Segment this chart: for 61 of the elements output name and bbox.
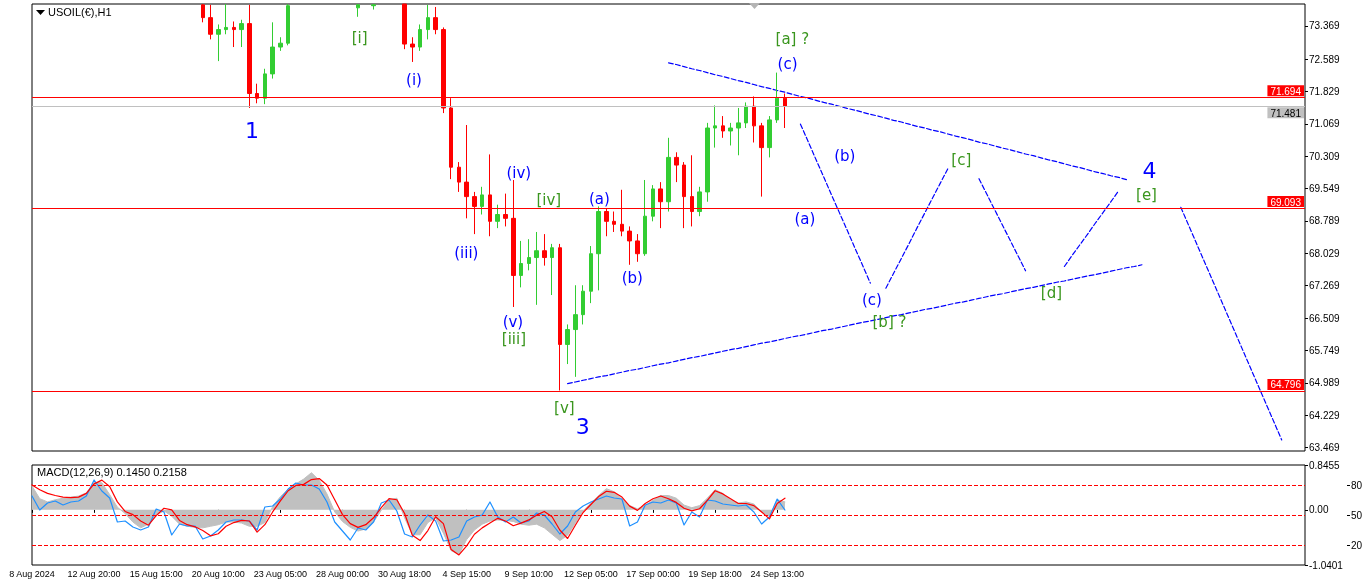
ref-line-label: 71.481 (1270, 107, 1302, 119)
y-tick-label: 71.829 (1309, 85, 1341, 97)
chart-title: USOIL(€),H1 (48, 5, 112, 18)
annotation: [iv] (536, 190, 562, 209)
annotation: 1 (244, 118, 259, 144)
y-tick-label: 65.749 (1309, 344, 1341, 356)
annotation: (a) (794, 210, 816, 229)
annotation: (b) (834, 147, 856, 166)
annotation: [i] (351, 29, 368, 48)
x-tick-label: 15 Aug 15:00 (129, 568, 183, 579)
annotation: [a] ? (775, 30, 810, 49)
y-tick-label: 0.8455 (1309, 459, 1341, 471)
annotation: (b) (621, 269, 643, 288)
annotation: (v) (502, 312, 524, 331)
annotation: (iv) (506, 164, 532, 183)
y2-tick-label: 20 (1351, 539, 1363, 551)
y-tick-label: 68.029 (1309, 247, 1341, 259)
ref-line-label: 64.796 (1270, 379, 1302, 391)
ref-line-label: 69.093 (1270, 196, 1302, 208)
x-tick-label: 28 Aug 00:00 (315, 568, 370, 579)
chart-title: MACD(12,26,9) 0.1450 0.2158 (37, 465, 187, 478)
x-tick-label: 12 Aug 20:00 (67, 568, 121, 579)
y-tick-label: 70.309 (1309, 150, 1341, 162)
annotation: (i) (406, 71, 422, 90)
x-tick-label: 24 Sep 13:00 (750, 568, 804, 579)
y-tick-label: 64.229 (1309, 409, 1341, 421)
x-tick-label: 20 Aug 10:00 (191, 568, 245, 579)
annotation: (a) (588, 189, 610, 208)
y-tick-label: 73.369 (1309, 20, 1341, 32)
x-tick-label: 4 Sep 15:00 (442, 568, 491, 579)
x-tick-label: 12 Sep 05:00 (564, 568, 618, 579)
x-tick-label: 19 Sep 18:00 (688, 568, 742, 579)
y-tick-label: 68.789 (1309, 215, 1341, 227)
x-tick-label: 30 Aug 18:00 (378, 568, 432, 579)
annotation: (iii) (454, 243, 479, 262)
x-tick-label: 17 Sep 00:00 (626, 568, 680, 579)
y-tick-label: 63.469 (1309, 442, 1341, 454)
annotation: (c) (777, 54, 798, 73)
x-tick-label: 8 Aug 2024 (9, 568, 55, 579)
x-tick-label: 23 Aug 05:00 (253, 568, 307, 579)
annotation: [iii] (501, 330, 527, 349)
y-tick-label: 71.069 (1309, 118, 1341, 130)
y2-tick-label: 80 (1351, 479, 1363, 491)
annotation: [c] (951, 151, 972, 170)
annotation: 4 (1142, 157, 1157, 183)
y-tick-label: 66.509 (1309, 312, 1341, 324)
annotation: 3 (575, 413, 590, 439)
annotation: [b] ? (872, 312, 907, 331)
y-tick-label: 72.589 (1309, 53, 1341, 65)
ref-line-label: 71.694 (1270, 85, 1302, 97)
annotation: [e] (1136, 185, 1157, 204)
annotation: (c) (861, 291, 882, 310)
y-tick-label: 69.549 (1309, 183, 1341, 195)
annotation: [d] (1040, 284, 1063, 303)
y-tick-label: 64.989 (1309, 377, 1341, 389)
y-tick-label: 67.269 (1309, 280, 1341, 292)
x-tick-label: 9 Sep 10:00 (504, 568, 554, 579)
y2-tick-label: 50 (1351, 509, 1363, 521)
annotation: [v] (554, 399, 575, 418)
y-tick-label: 0.00 (1309, 504, 1329, 516)
y-tick-label: -1.0401 (1309, 559, 1344, 571)
